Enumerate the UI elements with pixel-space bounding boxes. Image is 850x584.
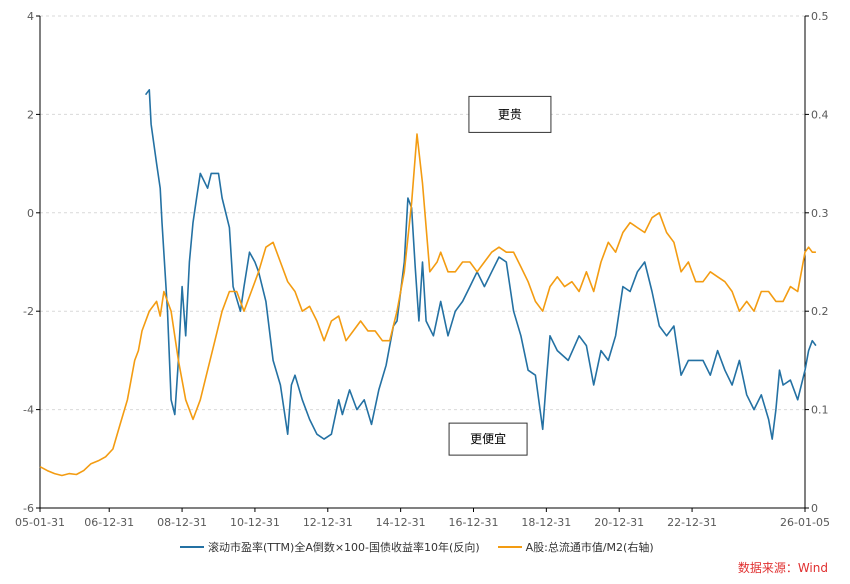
legend-item-series2: A股:总流通市值/M2(右轴) [497,539,654,555]
x-tick-label: 12-12-31 [303,516,353,529]
y-right-tick-label: 0.1 [811,404,829,417]
y-right-tick-label: 0.5 [811,10,829,23]
y-left-tick-label: 4 [27,10,34,23]
x-tick-label: 10-12-31 [230,516,280,529]
y-left-tick-label: 0 [27,207,34,220]
y-right-tick-label: 0.4 [811,108,829,121]
axes: -6 -4 -2 0 2 4 0 0.1 0.2 0.3 0.4 0.5 05-01-31 06-12-3… [15,10,830,529]
annotation-label: 更贵 [498,107,522,121]
annotation-box: 更贵 [468,95,552,133]
x-tick-label: 22-12-31 [667,516,717,529]
y-right-tick-label: 0.2 [811,305,829,318]
series-lines [39,89,817,477]
x-tick-label: 05-01-31 [15,516,65,529]
x-tick-label: 06-12-31 [84,516,134,529]
y-left-tick-label: -6 [23,502,34,515]
legend-label-series1: 滚动市盈率(TTM)全A倒数×100-国债收益率10年(反向) [208,541,480,554]
annotation-rect [448,422,528,456]
x-tick-label: 14-12-31 [376,516,426,529]
annotation-box: 更便宜 [448,422,528,456]
x-tick-label: 16-12-31 [449,516,499,529]
annotation-label: 更便宜 [470,431,506,446]
legend-swatch-series2 [497,546,522,548]
y-left-tick-label: -4 [23,404,34,417]
y-left-tick-label: 2 [27,108,34,121]
series-line-2 [39,133,816,477]
y-left-tick-label: -2 [23,305,34,318]
data-source: 数据来源：Wind [737,561,828,575]
x-tick-label: 20-12-31 [594,516,644,529]
series-line-1 [144,89,817,440]
legend: 滚动市盈率(TTM)全A倒数×100-国债收益率10年(反向) A股:总流通市值… [180,539,654,555]
x-tick-label: 08-12-31 [157,516,207,529]
gridlines [40,15,805,411]
y-right-tick-label: 0 [811,502,818,515]
y-right-tick-label: 0.3 [811,207,829,220]
legend-item-series1: 滚动市盈率(TTM)全A倒数×100-国债收益率10年(反向) [180,539,480,555]
legend-swatch-series1 [180,546,204,548]
annotation-rect [468,95,552,133]
x-tick-label: 18-12-31 [521,516,571,529]
legend-label-series2: A股:总流通市值/M2(右轴) [525,541,654,554]
x-tick-label: 26-01-05 [780,516,830,529]
